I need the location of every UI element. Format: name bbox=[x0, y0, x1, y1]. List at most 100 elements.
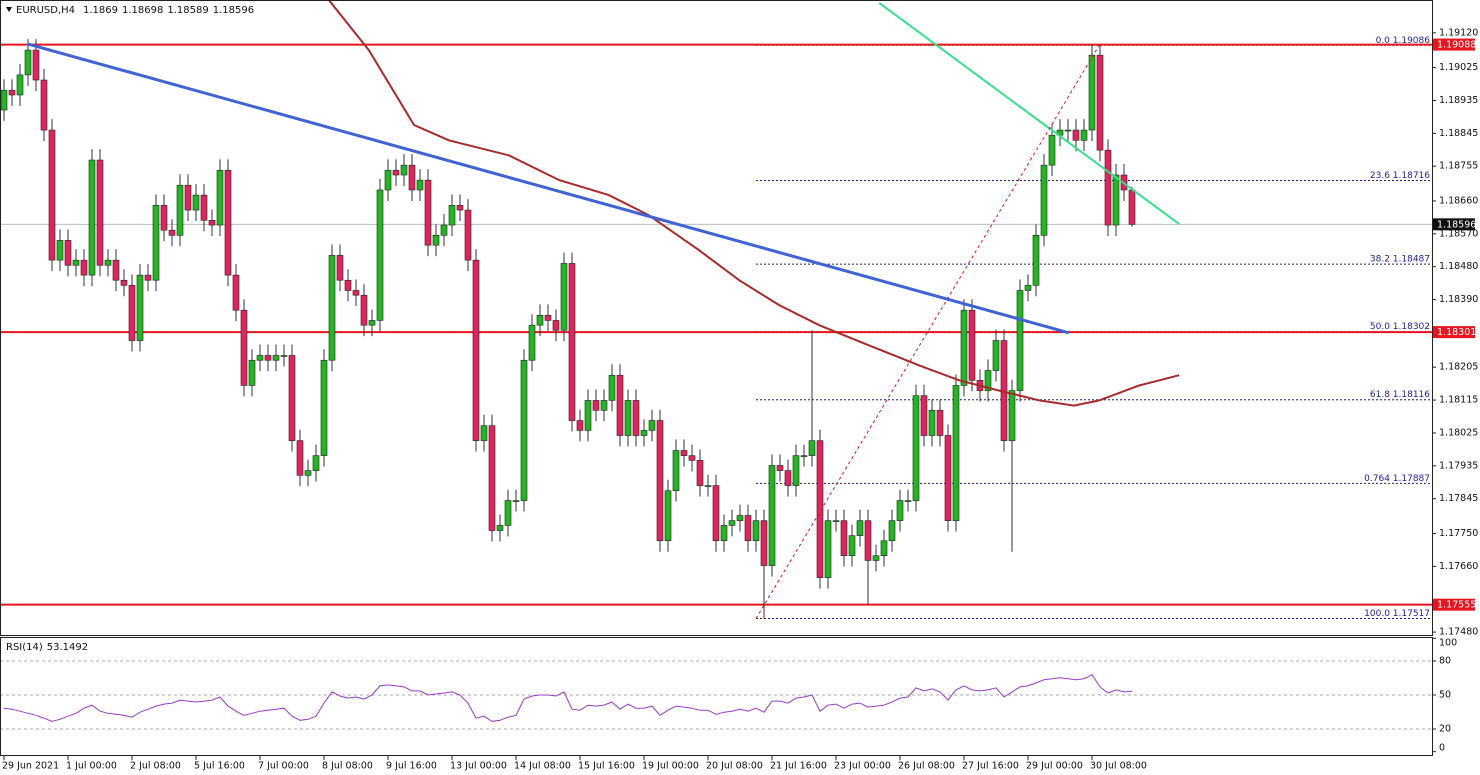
candle-body bbox=[416, 179, 424, 191]
candle-body bbox=[200, 194, 208, 221]
candle-body bbox=[344, 279, 352, 291]
candle-body bbox=[584, 400, 592, 431]
y-tick-label: 1.18390 bbox=[1439, 294, 1478, 305]
candle-body bbox=[592, 400, 600, 411]
rsi-tick-label: 80 bbox=[1439, 655, 1451, 666]
candle-body bbox=[840, 520, 848, 557]
candle-body bbox=[680, 450, 688, 456]
candle-body bbox=[440, 224, 448, 236]
candle-body bbox=[88, 159, 96, 276]
x-tick-label: 29 Jul 00:00 bbox=[1026, 761, 1083, 772]
candle-body bbox=[432, 234, 440, 246]
y-tick-label: 1.17480 bbox=[1439, 627, 1478, 638]
current-price-label: 1.18596 bbox=[1437, 219, 1476, 230]
candle-body bbox=[264, 355, 272, 361]
candle-body bbox=[104, 259, 112, 266]
candle-body bbox=[240, 309, 248, 386]
candle-body bbox=[64, 240, 72, 266]
x-tick-label: 13 Jul 00:00 bbox=[450, 761, 507, 772]
x-tick-label: 14 Jul 08:00 bbox=[514, 761, 571, 772]
candle-body bbox=[392, 169, 400, 176]
candle-body bbox=[336, 255, 344, 281]
candle-body bbox=[960, 309, 968, 386]
candle-body bbox=[192, 194, 200, 211]
candle-body bbox=[640, 430, 648, 436]
last-high: 1.18698 bbox=[122, 5, 163, 16]
level-box bbox=[1433, 326, 1475, 339]
last-low: 1.18589 bbox=[167, 5, 208, 16]
y-tick-label: 1.18755 bbox=[1439, 161, 1478, 172]
candle-body bbox=[648, 420, 656, 431]
y-tick-label: 1.17845 bbox=[1439, 493, 1478, 504]
candle-body bbox=[744, 515, 752, 542]
candle-body bbox=[800, 455, 808, 457]
candle-body bbox=[776, 465, 784, 471]
candle-body bbox=[256, 355, 264, 361]
candle-body bbox=[896, 500, 904, 521]
candle-body bbox=[992, 340, 1000, 371]
candle-body bbox=[760, 520, 768, 566]
candle-body bbox=[456, 205, 464, 211]
candle-body bbox=[968, 309, 976, 381]
candle-body bbox=[280, 355, 288, 357]
chart-header: EURUSD,H4 1.1869 1.18698 1.18589 1.18596 bbox=[16, 5, 254, 16]
candle-body bbox=[424, 179, 432, 246]
candle-body bbox=[1104, 149, 1112, 226]
y-tick-label: 1.18845 bbox=[1439, 128, 1478, 139]
rsi-header: RSI(14) 53.1492 bbox=[6, 642, 88, 653]
candle-body bbox=[400, 164, 408, 176]
candle-body bbox=[112, 259, 120, 281]
candle-body bbox=[1048, 134, 1056, 166]
indicator-line bbox=[328, 1, 1180, 407]
candle-body bbox=[560, 263, 568, 331]
candle-body bbox=[168, 229, 176, 236]
candle-body bbox=[696, 460, 704, 486]
candle-body bbox=[952, 385, 960, 521]
symbol: EURUSD,H4 bbox=[16, 5, 75, 16]
x-tick-label: 29 Jun 2021 bbox=[2, 761, 59, 772]
candle-body bbox=[296, 440, 304, 476]
candle-body bbox=[904, 500, 912, 502]
rsi-tick-label: 50 bbox=[1439, 690, 1451, 701]
candle-body bbox=[656, 420, 664, 542]
candle-body bbox=[24, 49, 32, 76]
x-tick-label: 5 Jul 16:00 bbox=[194, 761, 245, 772]
candle-body bbox=[728, 520, 736, 526]
y-tick-label: 1.18025 bbox=[1439, 427, 1478, 438]
candle-body bbox=[408, 164, 416, 191]
candle-body bbox=[512, 500, 520, 502]
level-label: 1.17555 bbox=[1437, 600, 1476, 611]
candle-body bbox=[568, 263, 576, 421]
rsi-plot bbox=[1, 660, 1432, 730]
last-close: 1.18596 bbox=[213, 5, 254, 16]
candle-body bbox=[712, 485, 720, 542]
menu-arrow bbox=[6, 7, 12, 12]
x-tick-label: 7 Jul 00:00 bbox=[258, 761, 309, 772]
y-tick-label: 1.18570 bbox=[1439, 228, 1478, 239]
candle-body bbox=[936, 410, 944, 436]
x-tick-label: 23 Jul 00:00 bbox=[834, 761, 891, 772]
candle-body bbox=[128, 285, 136, 341]
candle-body bbox=[96, 159, 104, 266]
candle-body bbox=[160, 205, 168, 231]
candle-body bbox=[632, 400, 640, 436]
candle-body bbox=[520, 359, 528, 501]
fib-label: 23.6 1.18716 bbox=[1370, 171, 1430, 181]
rsi-last: 53.1492 bbox=[47, 642, 88, 653]
fib-label: 38.2 1.18487 bbox=[1370, 255, 1430, 265]
candle-body bbox=[792, 455, 800, 486]
candle-body bbox=[352, 290, 360, 296]
candle-body bbox=[8, 89, 16, 96]
candle-body bbox=[56, 240, 64, 261]
candle-body bbox=[288, 355, 296, 441]
candle-body bbox=[120, 279, 128, 286]
rsi-line bbox=[3, 674, 1133, 722]
level-label: 1.18301 bbox=[1437, 327, 1476, 338]
candle-body bbox=[880, 540, 888, 557]
candle-body bbox=[928, 410, 936, 436]
candle-body bbox=[1112, 174, 1120, 226]
candle-body bbox=[1080, 129, 1088, 141]
y-tick-label: 1.18205 bbox=[1439, 362, 1478, 373]
fib-label: 50.0 1.18302 bbox=[1370, 322, 1430, 332]
candle-body bbox=[872, 555, 880, 561]
